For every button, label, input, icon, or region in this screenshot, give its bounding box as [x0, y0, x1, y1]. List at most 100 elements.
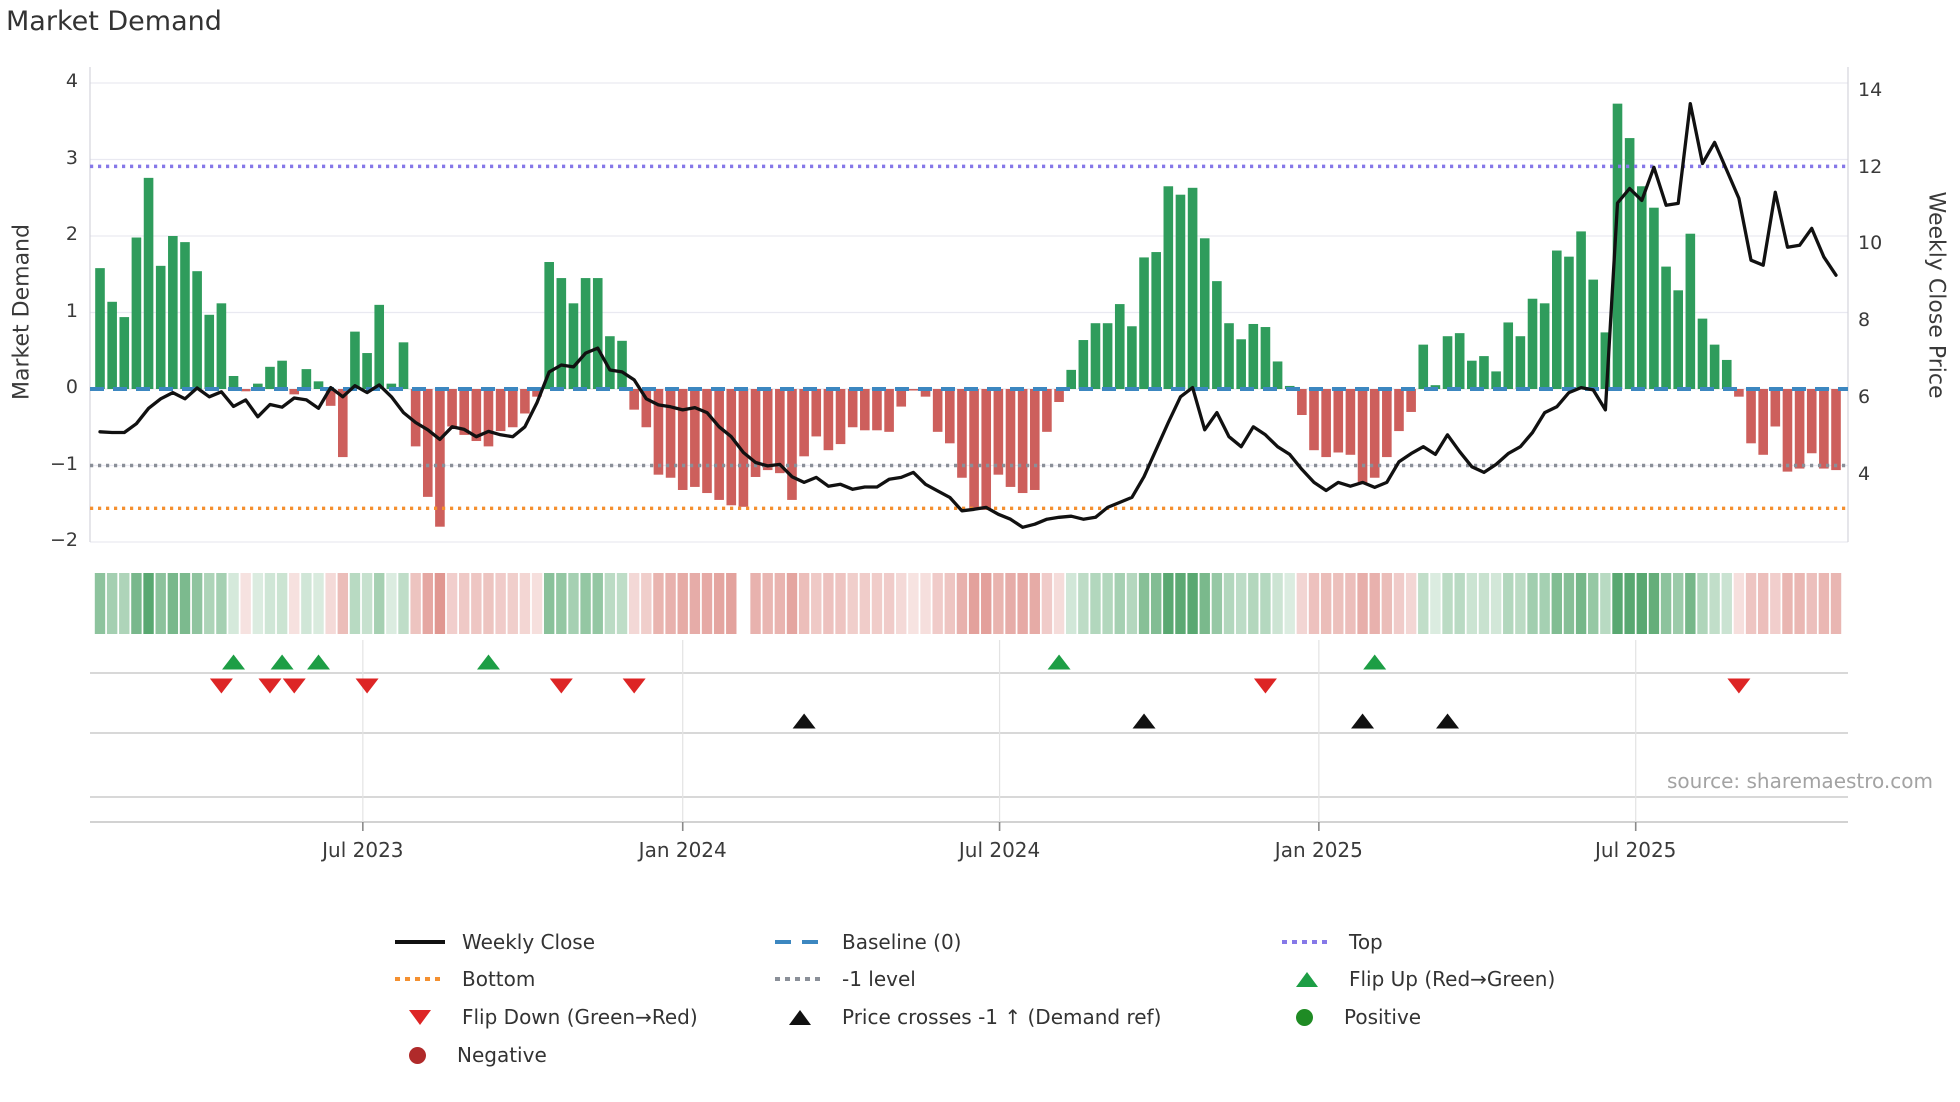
heatmap-cell	[216, 573, 227, 634]
demand-bar-negative	[1806, 389, 1817, 454]
heatmap-cell	[726, 573, 737, 634]
heatmap-cell	[349, 573, 361, 634]
demand-bar-positive	[1260, 327, 1271, 389]
heatmap-cell	[701, 573, 713, 634]
heatmap-cell	[1345, 573, 1356, 634]
heatmap-cell	[556, 573, 567, 634]
left-axis-tick-label: −2	[49, 529, 78, 551]
price-cross-marker	[1132, 713, 1156, 729]
heatmap-cell	[410, 573, 421, 634]
heatmap-cell	[1393, 573, 1405, 634]
demand-bar-negative	[1831, 389, 1841, 471]
demand-bar-negative	[459, 389, 469, 435]
right-axis-tick-label: 6	[1858, 385, 1871, 408]
legend-label: Positive	[1344, 1005, 1422, 1029]
legend-label: Price crosses -1 ↑ (Demand ref)	[842, 1005, 1162, 1029]
demand-bar-positive	[1127, 326, 1137, 389]
demand-bar-negative	[860, 389, 870, 431]
demand-bar-negative	[969, 389, 979, 509]
demand-bar-negative	[665, 389, 676, 478]
left-axis-label: Market Demand	[9, 224, 35, 400]
demand-bar-negative	[1345, 389, 1356, 455]
heatmap-cell	[665, 573, 676, 634]
demand-bar-positive	[1685, 233, 1696, 389]
demand-bar-positive	[277, 360, 287, 389]
demand-bar-positive	[192, 271, 202, 389]
demand-bar-positive	[1661, 266, 1671, 389]
demand-bar-positive	[1163, 186, 1174, 389]
demand-bar-positive	[119, 317, 130, 389]
demand-bar-negative	[775, 389, 785, 474]
heatmap-cell	[264, 573, 276, 634]
heatmap-cell	[143, 573, 154, 634]
flip-down-marker	[1253, 678, 1277, 694]
demand-bar-negative	[1782, 389, 1793, 472]
heatmap-cell	[592, 573, 603, 634]
heatmap-cell	[1235, 573, 1247, 634]
heatmap-cell	[1442, 573, 1453, 634]
heatmap-cell	[993, 573, 1004, 634]
demand-bar-negative	[1017, 389, 1028, 494]
heatmap-cell	[1539, 573, 1550, 634]
heatmap-cell	[604, 573, 616, 634]
demand-bar-positive	[1673, 290, 1683, 389]
heatmap-cell	[1745, 573, 1757, 634]
demand-bar-positive	[1491, 371, 1501, 389]
heatmap-cell	[495, 573, 506, 634]
legend-swatch-dashed-icon	[775, 940, 825, 944]
heatmap-cell	[1454, 573, 1465, 634]
demand-bar-positive	[131, 237, 142, 389]
demand-bar-positive	[374, 304, 385, 389]
flip-up-marker	[1047, 654, 1071, 670]
demand-bar-positive	[1272, 361, 1283, 389]
demand-bar-positive	[1624, 138, 1635, 389]
heatmap-cell	[580, 573, 591, 634]
demand-bar-negative	[653, 389, 664, 475]
x-axis-tick-label: Jan 2025	[1274, 838, 1363, 862]
legend-item: Top	[1282, 928, 1383, 956]
demand-bar-positive	[1636, 186, 1647, 389]
heatmap-cell	[1697, 573, 1708, 634]
heatmap-cell	[1685, 573, 1696, 634]
heatmap-cell	[191, 573, 203, 634]
heatmap-cell	[1066, 573, 1077, 634]
legend-swatch-tri-down-icon	[409, 1009, 431, 1025]
heatmap-cell	[1600, 573, 1611, 634]
heatmap-cell	[1636, 573, 1647, 634]
demand-bar-positive	[1721, 359, 1732, 389]
demand-bar-positive	[1151, 252, 1161, 389]
demand-bar-positive	[253, 383, 263, 389]
demand-bar-negative	[641, 389, 652, 428]
heatmap-cell	[446, 573, 458, 634]
demand-bar-negative	[1734, 389, 1744, 397]
demand-bar-negative	[325, 389, 336, 406]
heatmap-cell	[823, 573, 834, 634]
demand-bar-negative	[471, 389, 482, 442]
heatmap-cell	[1660, 573, 1672, 634]
demand-bar-negative	[447, 389, 457, 427]
x-axis-tick-label: Jul 2025	[1595, 838, 1677, 862]
demand-bar-negative	[1309, 389, 1319, 451]
legend-label: Flip Up (Red→Green)	[1349, 967, 1556, 991]
demand-bar-positive	[107, 301, 117, 389]
demand-bar-positive	[1199, 238, 1210, 389]
demand-bar-negative	[1297, 389, 1307, 416]
heatmap-cell	[1770, 573, 1781, 634]
heatmap-cell	[301, 573, 312, 634]
heatmap-cell	[1114, 573, 1125, 634]
heatmap-cell	[908, 573, 919, 634]
heatmap-cell	[1102, 573, 1113, 634]
heatmap-cell	[325, 573, 336, 634]
demand-bar-positive	[1649, 207, 1659, 389]
heatmap-cell	[1709, 573, 1720, 634]
legend-label: Top	[1349, 930, 1383, 954]
heatmap-cell	[653, 573, 664, 634]
heatmap-cell	[762, 573, 773, 634]
heatmap-cell	[1248, 573, 1259, 634]
demand-bar-positive	[1515, 336, 1526, 389]
heatmap-cell	[313, 573, 324, 634]
heatmap-cell	[1478, 573, 1490, 634]
heatmap-cell	[155, 573, 166, 634]
heatmap-cell	[920, 573, 931, 634]
